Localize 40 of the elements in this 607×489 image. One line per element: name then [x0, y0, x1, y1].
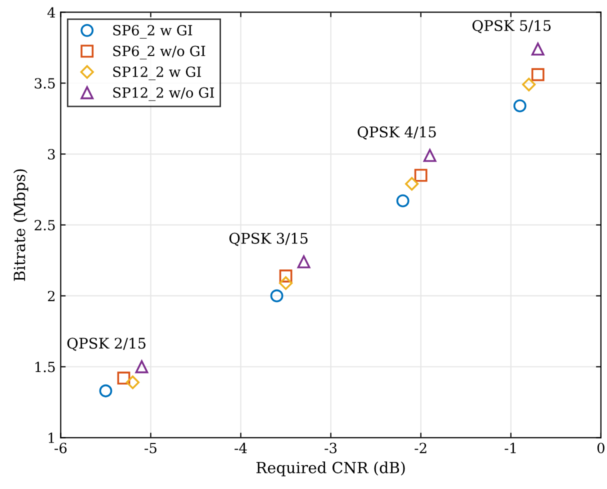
x-tick-label: 0: [597, 442, 604, 454]
legend-label: SP12_2 w/o GI: [113, 87, 214, 101]
point: [396, 194, 410, 208]
annotation: QPSK 2/15: [67, 338, 146, 351]
legend-label: SP6_2 w/o GI: [113, 46, 206, 60]
y-tick-label: 4: [47, 7, 56, 18]
point: [279, 270, 292, 282]
x-tick-label: -2: [414, 442, 426, 454]
y-tick-label: 1.5: [35, 362, 55, 372]
point: [117, 372, 130, 385]
point: [522, 78, 536, 92]
point: [531, 42, 544, 56]
legend-label: SP12_2 w GI: [113, 66, 201, 80]
x-tick-label: -1: [504, 442, 516, 454]
point: [531, 68, 544, 82]
point: [270, 289, 284, 302]
point: [279, 276, 293, 290]
x-tick-label: -5: [144, 442, 156, 454]
x-tick-label: -3: [324, 442, 337, 454]
y-axis-title: Bitrate (Mbps): [13, 169, 28, 281]
y-tick-label: 2: [48, 290, 54, 302]
legend-label: SP6_2 w GI: [113, 24, 192, 39]
annotation: QPSK 3/15: [229, 232, 308, 246]
x-tick-label: -4: [234, 442, 247, 454]
y-tick-label: 3: [48, 149, 55, 160]
annotation: QPSK 4/15: [358, 126, 436, 140]
annotation: QPSK 5/15: [472, 20, 551, 34]
point: [99, 384, 112, 398]
point: [135, 360, 148, 374]
point: [513, 99, 526, 112]
y-tick-label: 3.5: [34, 78, 55, 89]
point: [414, 168, 428, 182]
y-tick-label: 2.5: [34, 220, 55, 230]
point: [405, 177, 419, 191]
point: [423, 148, 436, 162]
point: [126, 376, 140, 390]
x-axis-title: Required CNR (dB): [256, 462, 405, 476]
point: [297, 255, 310, 268]
y-tick-label: 1: [48, 432, 54, 443]
x-tick-label: -6: [54, 442, 67, 454]
